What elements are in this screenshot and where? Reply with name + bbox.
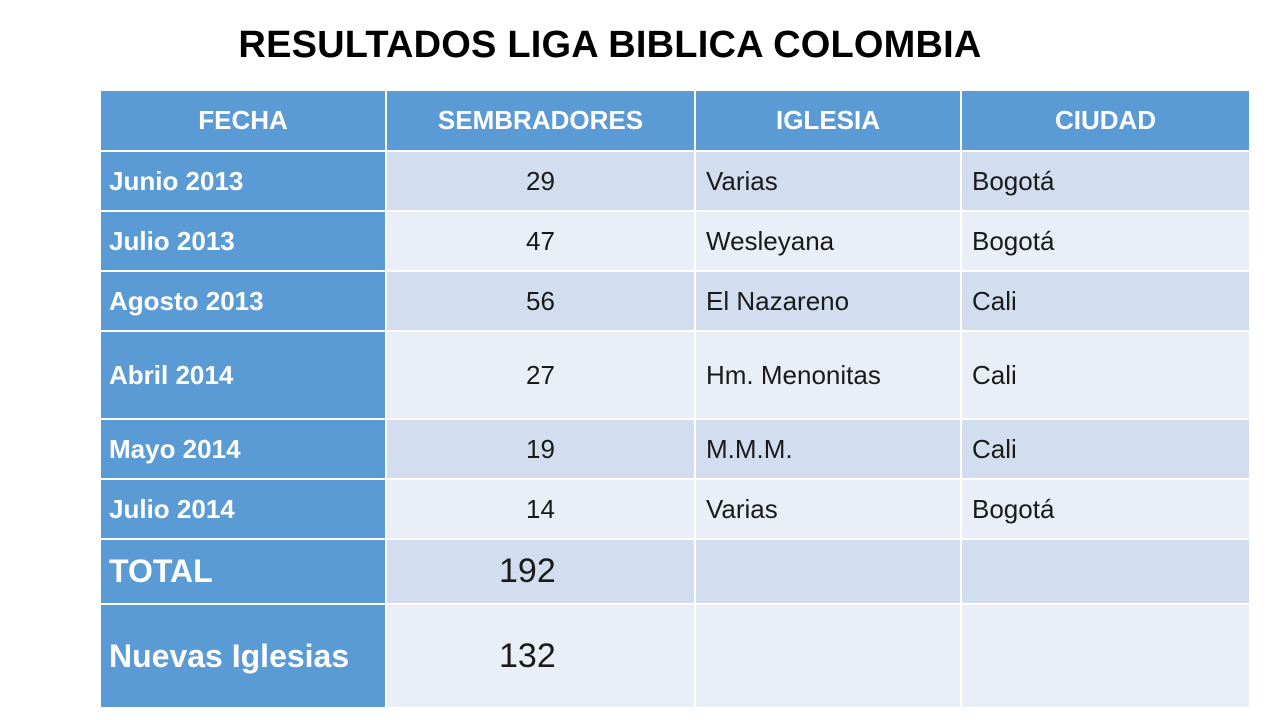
column-header-sembradores: SEMBRADORES [385,89,696,152]
cell-ciudad: Cali [960,418,1251,480]
cell-fecha: Mayo 2014 [99,418,387,480]
cell-ciudad: Bogotá [960,478,1251,540]
cell-iglesia: Hm. Menonitas [694,330,962,420]
cell-fecha: Julio 2014 [99,478,387,540]
total-row: TOTAL 192 [99,538,1251,605]
cell-ciudad: Bogotá [960,210,1251,272]
cell-iglesia: El Nazareno [694,270,962,332]
table-row: Junio 2013 29 Varias Bogotá [99,150,1251,212]
nuevas-ciudad-cell [960,603,1251,709]
cell-sembradores: 47 [385,210,696,272]
nuevas-iglesias-row: Nuevas Iglesias 132 [99,603,1251,709]
table-row: Julio 2013 47 Wesleyana Bogotá [99,210,1251,272]
table-row: Julio 2014 14 Varias Bogotá [99,478,1251,540]
cell-iglesia: M.M.M. [694,418,962,480]
cell-fecha: Abril 2014 [99,330,387,420]
cell-ciudad: Cali [960,270,1251,332]
cell-sembradores: 14 [385,478,696,540]
total-iglesia-cell [694,538,962,605]
cell-ciudad: Cali [960,330,1251,420]
cell-sembradores: 56 [385,270,696,332]
nuevas-iglesia-cell [694,603,962,709]
column-header-fecha: FECHA [99,89,387,152]
cell-sembradores: 19 [385,418,696,480]
cell-fecha: Julio 2013 [99,210,387,272]
table-header-row: FECHA SEMBRADORES IGLESIA CIUDAD [99,89,1251,152]
cell-iglesia: Varias [694,150,962,212]
column-header-ciudad: CIUDAD [960,89,1251,152]
column-header-iglesia: IGLESIA [694,89,962,152]
total-ciudad-cell [960,538,1251,605]
cell-sembradores: 27 [385,330,696,420]
total-value: 192 [385,538,696,605]
page-title: RESULTADOS LIGA BIBLICA COLOMBIA [238,24,982,66]
table-row: Mayo 2014 19 M.M.M. Cali [99,418,1251,480]
cell-ciudad: Bogotá [960,150,1251,212]
results-table: FECHA SEMBRADORES IGLESIA CIUDAD Junio 2… [99,89,1251,709]
cell-iglesia: Varias [694,478,962,540]
cell-fecha: Junio 2013 [99,150,387,212]
table-row: Abril 2014 27 Hm. Menonitas Cali [99,330,1251,420]
nuevas-iglesias-value: 132 [385,603,696,709]
table-row: Agosto 2013 56 El Nazareno Cali [99,270,1251,332]
cell-sembradores: 29 [385,150,696,212]
cell-iglesia: Wesleyana [694,210,962,272]
nuevas-iglesias-label: Nuevas Iglesias [99,603,387,709]
cell-fecha: Agosto 2013 [99,270,387,332]
total-label: TOTAL [99,538,387,605]
